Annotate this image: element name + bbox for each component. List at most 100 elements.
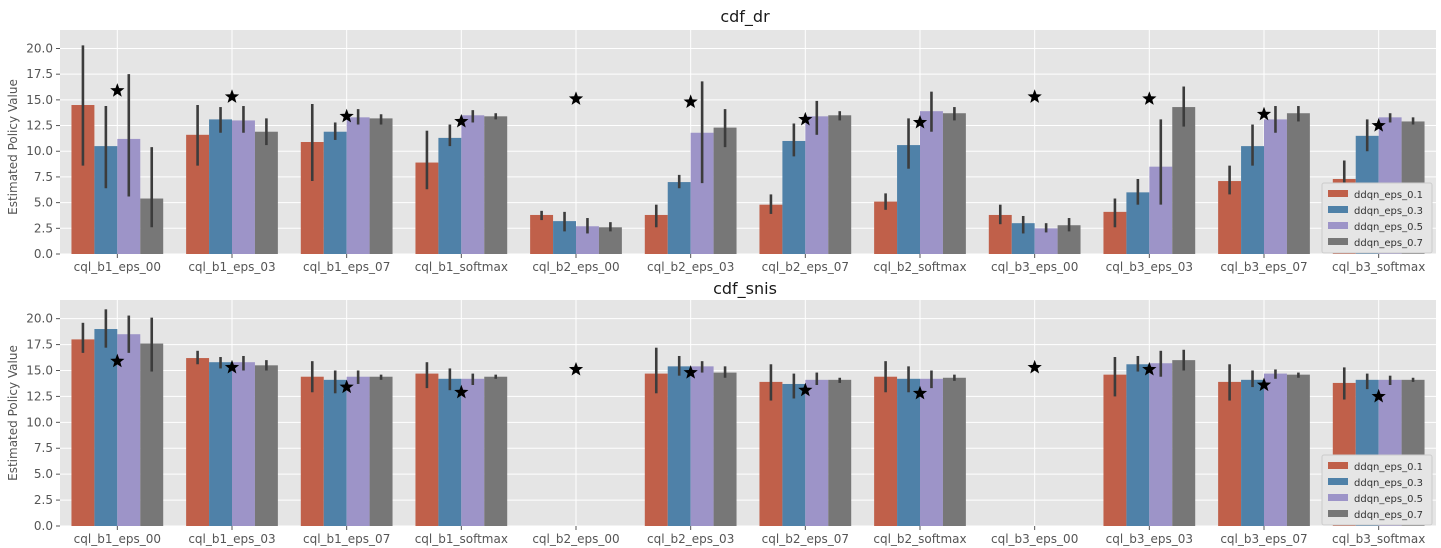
bar	[1126, 364, 1150, 526]
x-tick-label: cql_b1_eps_00	[74, 532, 161, 546]
bar	[782, 140, 806, 254]
star-marker	[1142, 91, 1157, 105]
bar	[1218, 181, 1242, 254]
star-marker	[1256, 377, 1272, 392]
y-tick-label: 20.0	[26, 41, 53, 55]
star-marker	[1142, 361, 1157, 376]
bar	[897, 145, 920, 254]
bar	[232, 362, 255, 526]
bar	[874, 376, 898, 526]
bar	[461, 115, 485, 255]
bar	[346, 117, 370, 254]
legend-label: ddqn_eps_0.3	[1354, 206, 1423, 217]
bar	[828, 379, 852, 526]
y-tick-label: 7.5	[34, 170, 53, 184]
y-tick-label: 17.5	[26, 67, 53, 81]
bar	[874, 201, 898, 254]
bar	[690, 132, 714, 254]
x-tick-label: cql_b2_softmax	[873, 532, 966, 546]
bar	[1103, 211, 1127, 254]
bar	[140, 343, 164, 526]
bars	[71, 45, 1425, 255]
bar	[209, 362, 232, 526]
legend-swatch	[1328, 478, 1348, 485]
bar	[805, 379, 829, 526]
bars	[71, 309, 1425, 526]
star-marker	[1371, 388, 1386, 403]
star-marker	[454, 113, 469, 128]
x-tick-label: cql_b1_softmax	[415, 260, 508, 274]
legend-swatch	[1328, 510, 1348, 517]
legend-swatch	[1328, 462, 1348, 469]
bar	[369, 376, 393, 526]
x-axis: cql_b1_eps_00 cql_b1_eps_03 cql_b1_eps_07 c…	[74, 254, 1425, 274]
bar	[232, 120, 255, 254]
bar	[369, 118, 393, 254]
legend-swatch	[1328, 238, 1348, 245]
legend: ddqn_eps_0.1 ddqn_eps_0.3 ddqn_eps_0.5ddqn…	[1321, 454, 1433, 526]
bar	[713, 372, 737, 526]
bar	[828, 115, 852, 255]
star-marker	[1256, 106, 1272, 121]
legend-label: ddqn_eps_0.5	[1354, 222, 1423, 233]
star-marker	[224, 359, 240, 374]
star-marker	[798, 382, 813, 397]
x-tick-label: cql_b2_softmax	[873, 260, 966, 274]
bar	[94, 329, 118, 526]
x-tick-label: cql_b1_eps_03	[188, 260, 275, 274]
star-marker	[110, 353, 125, 368]
x-tick-label: cql_b3_eps_07	[1220, 260, 1307, 274]
legend-label: ddqn_eps_0.1	[1354, 190, 1423, 201]
plot-background	[60, 300, 1436, 526]
x-tick-label: cql_b1_eps_03	[188, 532, 275, 546]
x-tick-label: cql_b1_eps_07	[303, 260, 390, 274]
legend-box	[1321, 454, 1433, 526]
star-marker	[568, 361, 584, 376]
legend-label: ddqn_eps_0.3	[1354, 478, 1423, 489]
x-tick-label: cql_b2_eps_00	[532, 260, 619, 274]
bar	[1286, 374, 1310, 526]
bar	[71, 339, 95, 526]
bar	[1286, 113, 1310, 254]
bar	[920, 111, 943, 254]
star-marker	[798, 111, 813, 126]
y-axis-label: Estimated Policy Value	[6, 79, 20, 215]
bar	[942, 377, 966, 526]
bar	[254, 131, 278, 254]
bar	[598, 227, 622, 254]
star-marker	[110, 83, 125, 97]
x-axis: cql_b1_eps_00 cql_b1_eps_03 cql_b1_eps_07 c…	[74, 526, 1425, 546]
chart-title: cdf_snis	[713, 279, 777, 299]
bar	[667, 182, 691, 254]
x-tick-label: cql_b3_eps_03	[1106, 532, 1193, 546]
bar	[713, 127, 737, 254]
x-tick-label: cql_b2_eps_03	[647, 532, 734, 546]
bar	[71, 105, 95, 254]
plot-area: 0.0 2.5 5.0 7.5 10.0 12.5 15.0 17.5 20.0	[26, 30, 1436, 261]
bar	[484, 116, 508, 255]
plot-background	[60, 30, 1436, 254]
y-tick-label: 12.5	[26, 119, 53, 133]
x-tick-label: cql_b3_softmax	[1332, 532, 1425, 546]
plot-area: 0.0 2.5 5.0 7.5 10.0 12.5 15.0 17.5 20.0	[26, 300, 1436, 533]
bar	[1241, 146, 1264, 254]
chart-title: cdf_dr	[720, 7, 770, 27]
bar	[988, 214, 1012, 254]
legend-swatch	[1328, 494, 1348, 501]
bar	[484, 376, 508, 526]
bar	[942, 113, 966, 254]
star-marker	[912, 385, 928, 400]
y-tick-label: 15.0	[26, 363, 53, 377]
bar	[1264, 373, 1287, 526]
star-marker	[912, 114, 928, 129]
x-tick-label: cql_b3_eps_00	[991, 532, 1078, 546]
y-tick-label: 7.5	[34, 441, 53, 455]
star-marker	[454, 384, 469, 399]
x-tick-label: cql_b3_eps_03	[1106, 260, 1193, 274]
bar	[254, 365, 278, 526]
x-tick-label: cql_b3_softmax	[1332, 260, 1425, 274]
legend-swatch	[1328, 190, 1348, 197]
bar	[300, 142, 324, 254]
x-tick-label: cql_b2_eps_03	[647, 260, 734, 274]
